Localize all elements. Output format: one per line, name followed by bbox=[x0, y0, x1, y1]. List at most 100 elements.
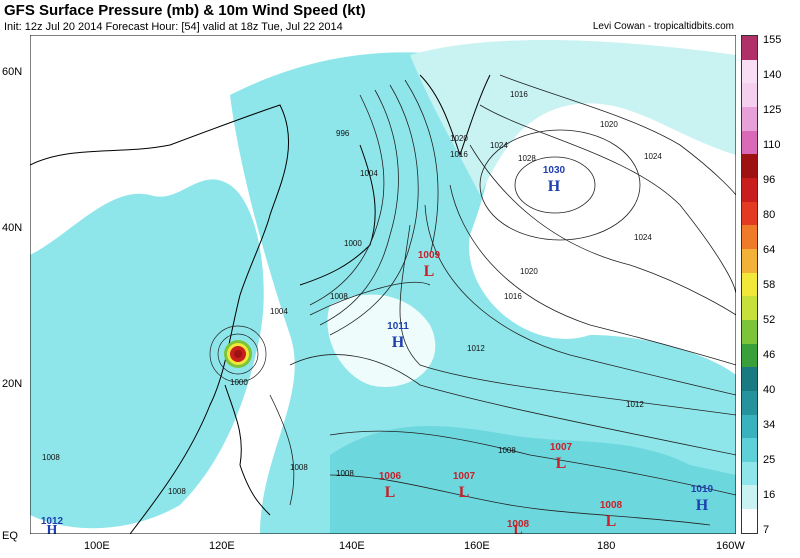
isobar-8 bbox=[289, 354, 736, 456]
colorbar-label: 58 bbox=[763, 279, 776, 291]
pressure-center-letter: L bbox=[513, 523, 522, 534]
colorbar-segment bbox=[742, 36, 757, 60]
isobar-7 bbox=[309, 281, 431, 316]
map-credit: Levi Cowan - tropicaltidbits.com bbox=[592, 21, 734, 32]
wind-area-gap-white bbox=[327, 294, 436, 387]
colorbar-segment bbox=[742, 272, 757, 297]
pressure-center-value: 1008 bbox=[507, 519, 530, 530]
lon-label: 100E bbox=[84, 540, 110, 552]
pressure-center-letter: L bbox=[606, 513, 617, 530]
isobar-label: 1008 bbox=[168, 487, 186, 496]
colorbar-segment bbox=[742, 201, 757, 226]
colorbar-segment bbox=[742, 248, 757, 273]
isobar-label-group: 1016 1020 1024 1028 1024 1020 1016 1012 … bbox=[42, 90, 662, 496]
isobar-2 bbox=[479, 104, 736, 296]
colorbar-label: 52 bbox=[763, 314, 776, 326]
isobar-label: 1008 bbox=[498, 446, 516, 455]
isobar-label: 1012 bbox=[626, 400, 644, 409]
isobar-1 bbox=[499, 74, 736, 196]
weather-map: 1016 1020 1024 1028 1024 1020 1016 1012 … bbox=[30, 35, 736, 534]
lat-label: EQ bbox=[2, 530, 18, 542]
pressure-center-low: 1006 L bbox=[379, 471, 402, 501]
colorbar-segment bbox=[742, 296, 757, 320]
wind-area-west bbox=[30, 179, 264, 529]
pressure-center-low: 1007 L bbox=[550, 442, 573, 472]
isobar-label: 1016 bbox=[450, 150, 468, 159]
isobar-label: 1012 bbox=[467, 344, 485, 353]
pressure-center-value: 1030 bbox=[543, 165, 566, 176]
isobar-label: 1024 bbox=[490, 141, 508, 150]
pressure-center-high: 1012 H bbox=[41, 516, 64, 534]
colorbar-segment bbox=[742, 485, 757, 510]
pressure-center-value: 1012 bbox=[41, 516, 64, 527]
pressure-center-high: 1010 H bbox=[691, 484, 714, 514]
colorbar-segment bbox=[742, 106, 757, 131]
colorbar-segment bbox=[742, 225, 757, 249]
isobar-label: 1008 bbox=[42, 453, 60, 462]
colorbar-segment bbox=[742, 154, 757, 178]
pressure-center-low: 1008 L bbox=[507, 519, 530, 534]
typhoon-ring-mid bbox=[217, 333, 259, 375]
isobar-label: 1004 bbox=[360, 169, 378, 178]
colorbar-label: 7 bbox=[763, 524, 770, 536]
colorbar-segment bbox=[742, 130, 757, 155]
pressure-center-low: 1008 L bbox=[600, 500, 623, 530]
colorbar-segment bbox=[742, 367, 757, 391]
coast-kamchatka bbox=[419, 74, 491, 157]
isobar-5 bbox=[424, 204, 736, 396]
isobar-label: 996 bbox=[336, 129, 350, 138]
wind-speed-colorbar bbox=[741, 35, 758, 534]
lat-label: 20N bbox=[2, 378, 23, 390]
pressure-center-letter: L bbox=[424, 263, 435, 280]
typhoon-eye bbox=[234, 350, 242, 358]
pressure-center-value: 1010 bbox=[691, 484, 714, 495]
lat-label: 60N bbox=[2, 66, 23, 78]
colorbar-label: 155 bbox=[763, 34, 782, 46]
colorbar-label: 16 bbox=[763, 489, 776, 501]
isobar-label: 1008 bbox=[330, 292, 348, 301]
pressure-center-value: 1011 bbox=[387, 321, 409, 332]
wind-area-south bbox=[330, 426, 736, 534]
colorbar-segment bbox=[742, 438, 757, 462]
pressure-center-group: 1030 H 1009 L 1011 H 1006 L 1007 L 1007 … bbox=[41, 165, 714, 534]
isobar-label: 1020 bbox=[520, 267, 538, 276]
colorbar-label: 46 bbox=[763, 349, 776, 361]
colorbar-segment bbox=[742, 83, 757, 107]
pressure-center-low: 1007 L bbox=[453, 471, 476, 501]
wind-shading bbox=[30, 40, 736, 534]
isobar-jap1 bbox=[309, 94, 385, 306]
typhoon-ring-outer bbox=[209, 325, 267, 383]
isobar-11 bbox=[329, 474, 711, 526]
isobar-label: 1024 bbox=[634, 233, 652, 242]
colorbar-label: 96 bbox=[763, 174, 776, 186]
coast-asia bbox=[30, 104, 290, 534]
lon-label: 140E bbox=[339, 540, 365, 552]
map-subtitle: Init: 12z Jul 20 2014 Forecast Hour: [54… bbox=[4, 21, 343, 33]
lon-label: 160W bbox=[716, 540, 745, 552]
colorbar-label: 40 bbox=[763, 384, 776, 396]
pressure-center-letter: L bbox=[556, 455, 567, 472]
lon-label: 160E bbox=[464, 540, 490, 552]
map-title: GFS Surface Pressure (mb) & 10m Wind Spe… bbox=[4, 2, 366, 19]
colorbar-label: 110 bbox=[763, 139, 781, 151]
coast-philippines bbox=[224, 384, 271, 516]
isobar-label: 1016 bbox=[510, 90, 528, 99]
pressure-center-letter: L bbox=[459, 484, 470, 501]
colorbar-segment bbox=[742, 59, 757, 84]
isobar-label: 1004 bbox=[270, 307, 288, 316]
typhoon-core bbox=[209, 325, 267, 383]
pressure-center-letter: H bbox=[47, 523, 58, 534]
isobar-label: 1024 bbox=[644, 152, 662, 161]
colorbar-label: 34 bbox=[763, 419, 776, 431]
isobar-jap4 bbox=[404, 79, 439, 256]
pressure-center-letter: H bbox=[548, 178, 561, 195]
isobar-label: 1020 bbox=[600, 120, 618, 129]
pressure-center-high: 1011 H bbox=[387, 321, 409, 351]
colorbar-label: 80 bbox=[763, 209, 776, 221]
pressure-center-value: 1008 bbox=[600, 500, 623, 511]
pressure-center-letter: H bbox=[392, 334, 405, 351]
isobar-label: 1008 bbox=[336, 469, 354, 478]
colorbar-label: 125 bbox=[763, 104, 782, 116]
isobar-label: 1016 bbox=[504, 292, 522, 301]
isobar-jap2 bbox=[319, 89, 399, 326]
